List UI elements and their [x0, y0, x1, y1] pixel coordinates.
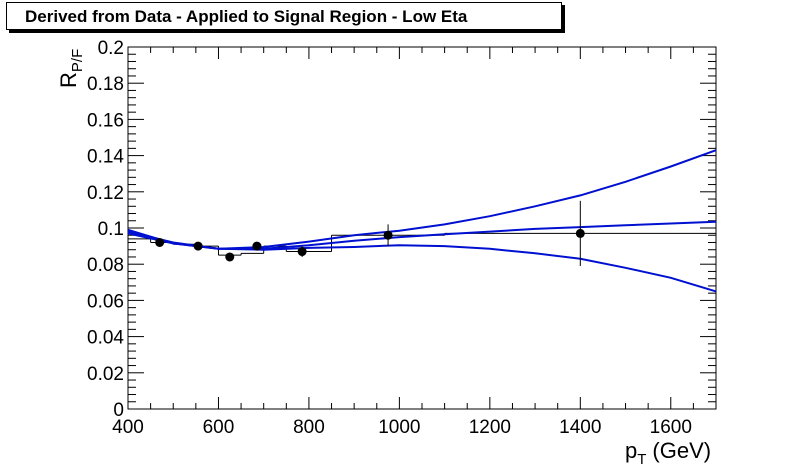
- x-tick-label: 1600: [650, 417, 692, 438]
- data-point: [297, 247, 307, 257]
- data-points-layer: [155, 200, 585, 267]
- chart-title: Derived from Data - Applied to Signal Re…: [6, 2, 562, 30]
- y-tick-label: 0: [113, 400, 124, 421]
- fit-curve-2: [127, 232, 717, 293]
- fit-curve-1: [127, 149, 717, 250]
- y-axis-title: RP/F: [56, 49, 86, 88]
- data-point: [383, 230, 393, 240]
- x-axis-title: pT (GeV): [625, 438, 711, 468]
- data-point: [225, 252, 235, 262]
- histogram-layer: [128, 232, 716, 256]
- y-tick-label: 0.18: [87, 74, 124, 95]
- x-tick-label: 400: [112, 417, 144, 438]
- x-tick-labels: 400 600 800 1000 1200 1400 1600: [112, 417, 692, 438]
- y-tick-label: 0.08: [87, 255, 124, 276]
- x-tick-label: 800: [293, 417, 325, 438]
- y-tick-label: 0.2: [98, 38, 124, 59]
- data-point: [252, 241, 262, 251]
- axis-ticks: [127, 46, 717, 410]
- y-tick-label: 0.1: [98, 219, 124, 240]
- y-tick-label: 0.12: [87, 183, 124, 204]
- data-point: [193, 241, 203, 251]
- x-tick-label: 1400: [559, 417, 601, 438]
- y-tick-label: 0.14: [87, 147, 124, 168]
- data-point: [155, 237, 165, 247]
- x-tick-label: 1200: [469, 417, 511, 438]
- y-tick-label: 0.04: [87, 328, 124, 349]
- y-tick-labels: 0 0.02 0.04 0.06 0.08 0.1 0.12 0.14 0.16 0.18 0.2: [87, 38, 124, 421]
- y-tick-label: 0.16: [87, 110, 124, 131]
- fit-curve-3: [127, 220, 717, 250]
- x-tick-label: 600: [203, 417, 235, 438]
- x-tick-label: 1000: [378, 417, 420, 438]
- y-tick-label: 0.02: [87, 364, 124, 385]
- fit-curves-layer: [127, 149, 717, 293]
- data-point: [575, 228, 585, 238]
- y-tick-label: 0.06: [87, 291, 124, 312]
